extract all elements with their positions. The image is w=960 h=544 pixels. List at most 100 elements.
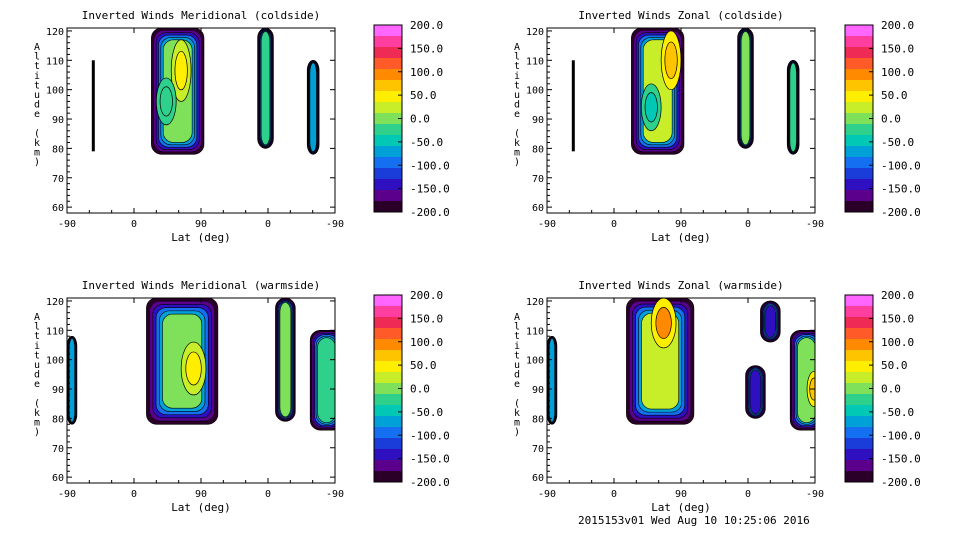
colorbar-swatch xyxy=(845,102,873,114)
y-tick-label: 80 xyxy=(52,414,64,425)
y-tick-label: 100 xyxy=(46,86,64,97)
colorbar-tick-label: -50.0 xyxy=(881,406,914,419)
colorbar-tick-label: 150.0 xyxy=(881,312,914,325)
y-axis-label-char: m xyxy=(34,418,40,429)
x-tick-label: 0 xyxy=(611,489,617,500)
colorbar-tick-label: 50.0 xyxy=(881,359,908,372)
data-contour xyxy=(174,50,188,91)
colorbar-tick-label: 200.0 xyxy=(881,19,914,32)
y-axis-label-char: l xyxy=(514,52,520,63)
y-axis-label-char: ) xyxy=(34,427,40,438)
colorbar-tick-label: -100.0 xyxy=(881,429,921,442)
chart-panel-3: Inverted Winds Meridional (warmside) -90 0… xyxy=(34,279,450,514)
colorbar-swatch xyxy=(845,201,873,213)
y-axis-label-char: d xyxy=(514,100,520,111)
colorbar-swatch xyxy=(374,383,402,395)
colorbar-tick-label: 200.0 xyxy=(881,289,914,302)
colorbar-swatch xyxy=(374,460,402,472)
x-tick-label: -90 xyxy=(326,489,344,500)
colorbar-swatch xyxy=(374,190,402,202)
colorbar-swatch xyxy=(845,405,873,417)
colorbar-swatch xyxy=(845,168,873,180)
colorbar-swatch xyxy=(845,47,873,59)
colorbar-swatch xyxy=(374,47,402,59)
x-tick-label: 0 xyxy=(611,219,617,230)
y-axis-label-char: ) xyxy=(34,157,40,168)
colorbar-tick-label: -50.0 xyxy=(410,136,443,149)
y-axis-label-char: ) xyxy=(514,427,520,438)
x-tick-label: 90 xyxy=(195,219,207,230)
colorbar-swatch xyxy=(374,113,402,125)
x-tick-label: 0 xyxy=(265,219,271,230)
y-axis-label-char: k xyxy=(34,408,40,419)
y-axis-label-char: l xyxy=(34,322,40,333)
y-tick-label: 90 xyxy=(52,385,64,396)
x-tick-label: -90 xyxy=(58,489,76,500)
y-axis-label-char: t xyxy=(514,331,520,342)
y-tick-label: 100 xyxy=(526,86,544,97)
data-contour xyxy=(185,351,202,386)
colorbar-swatch xyxy=(374,25,402,37)
colorbar-swatch xyxy=(845,438,873,450)
y-axis-label-char: i xyxy=(34,71,40,82)
y-axis-label-char: e xyxy=(34,109,40,120)
colorbar-swatch xyxy=(845,157,873,169)
y-axis-label-char: d xyxy=(34,370,40,381)
y-axis-label-char: t xyxy=(34,350,40,361)
x-tick-label: 0 xyxy=(745,219,751,230)
colorbar-swatch xyxy=(374,449,402,461)
colorbar-swatch xyxy=(374,179,402,191)
y-tick-label: 90 xyxy=(532,115,544,126)
colorbar-swatch xyxy=(374,124,402,136)
y-axis-label-char: t xyxy=(34,331,40,342)
x-tick-label: 90 xyxy=(675,219,687,230)
x-tick-label: -90 xyxy=(806,489,824,500)
colorbar-swatch xyxy=(845,295,873,307)
colorbar-tick-label: 100.0 xyxy=(410,336,443,349)
colorbar-tick-label: -150.0 xyxy=(881,183,921,196)
colorbar-swatch xyxy=(374,91,402,103)
x-tick-label: 0 xyxy=(265,489,271,500)
data-streak xyxy=(91,60,95,152)
y-axis-label-char: m xyxy=(34,148,40,159)
y-tick-label: 70 xyxy=(532,444,544,455)
colorbar-swatch xyxy=(845,306,873,318)
y-axis-label-char: t xyxy=(514,80,520,91)
colorbar-swatch xyxy=(845,427,873,439)
y-tick-label: 60 xyxy=(52,203,64,214)
x-axis-label: Lat (deg) xyxy=(171,501,231,514)
colorbar: 200.0 150.0 100.0 50.0 0.0 -50.0 -100.0 -150.0 -… xyxy=(844,19,921,219)
colorbar-swatch xyxy=(845,449,873,461)
y-axis-label-char: t xyxy=(514,350,520,361)
data-region xyxy=(548,338,555,423)
colorbar-tick-label: 0.0 xyxy=(410,113,430,126)
y-tick-label: 110 xyxy=(46,56,64,67)
x-axis-label: Lat (deg) xyxy=(171,231,231,244)
y-tick-label: 120 xyxy=(526,27,544,38)
colorbar-tick-label: 150.0 xyxy=(410,312,443,325)
x-tick-label: -90 xyxy=(538,489,556,500)
chart-panel-4: Inverted Winds Zonal (warmside) -90 0 90 0 -9… xyxy=(514,279,921,514)
colorbar-swatch xyxy=(374,339,402,351)
x-tick-label: 0 xyxy=(131,489,137,500)
y-axis-label-char: A xyxy=(34,42,40,53)
colorbar-swatch xyxy=(374,168,402,180)
colorbar-tick-label: -100.0 xyxy=(881,159,921,172)
y-tick-label: 60 xyxy=(52,473,64,484)
colorbar-swatch xyxy=(374,201,402,213)
colorbar-swatch xyxy=(845,339,873,351)
data-contour xyxy=(664,41,678,80)
colorbar-swatch xyxy=(374,69,402,81)
colorbar-swatch xyxy=(374,146,402,158)
colorbar-tick-label: -100.0 xyxy=(410,429,450,442)
colorbar-swatch xyxy=(374,438,402,450)
colorbar-swatch xyxy=(374,306,402,318)
colorbar-swatch xyxy=(845,416,873,428)
colorbar-tick-label: -150.0 xyxy=(881,453,921,466)
y-axis-label-char: i xyxy=(514,71,520,82)
x-tick-label: -90 xyxy=(58,219,76,230)
y-axis-label-char: e xyxy=(34,379,40,390)
colorbar-tick-label: 200.0 xyxy=(410,289,443,302)
y-axis-label-char: A xyxy=(514,312,520,323)
data-layer xyxy=(547,298,815,431)
